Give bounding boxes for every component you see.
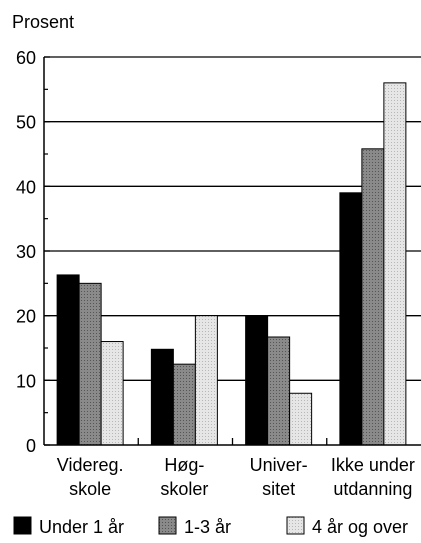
legend-swatch [13, 516, 32, 535]
y-tick-label: 40 [16, 177, 36, 197]
y-tick-label: 20 [16, 307, 36, 327]
y-tick-label: 0 [26, 436, 36, 456]
y-axis-label: Prosent [12, 12, 74, 32]
bar-3-2 [194, 315, 218, 446]
y-tick-label: 50 [16, 113, 36, 133]
legend-swatch [158, 516, 177, 535]
bar-3-3 [289, 392, 313, 446]
y-ticks: 0 10 20 30 40 50 60 [16, 48, 50, 456]
x-tick-label: sitet [262, 479, 295, 499]
x-tick-label: skoler [160, 479, 208, 499]
x-tick-label: Univer- [250, 455, 308, 475]
bars [56, 82, 407, 446]
bar-2-2 [172, 363, 196, 446]
x-tick-label: Videreg. [57, 455, 124, 475]
legend-label: Under 1 år [39, 517, 124, 537]
x-tick-label: Høg- [164, 455, 204, 475]
bar-3-4 [383, 82, 407, 446]
x-tick-label: utdanning [333, 479, 412, 499]
bar-1-2 [150, 348, 174, 446]
legend-label: 4 år og over [312, 517, 408, 537]
y-tick-label: 10 [16, 371, 36, 391]
x-tick-label: skole [69, 479, 111, 499]
bar-2-3 [267, 336, 291, 446]
y-tick-label: 60 [16, 48, 36, 68]
bar-2-4 [361, 148, 385, 446]
bar-1-1 [56, 274, 80, 446]
legend-label: 1-3 år [184, 517, 231, 537]
bar-2-1 [78, 282, 102, 446]
legend: Under 1 år 1-3 år 4 år og over [13, 516, 408, 537]
x-tick-labels: Videreg. skole Høg-skoler Univer-sitet Ikke … [57, 455, 415, 499]
bar-1-3 [245, 315, 269, 446]
y-tick-label: 30 [16, 242, 36, 262]
bar-1-4 [339, 192, 363, 446]
legend-swatch [286, 516, 305, 535]
bar-3-1 [100, 341, 124, 446]
x-tick-label: Ikke under [331, 455, 415, 475]
